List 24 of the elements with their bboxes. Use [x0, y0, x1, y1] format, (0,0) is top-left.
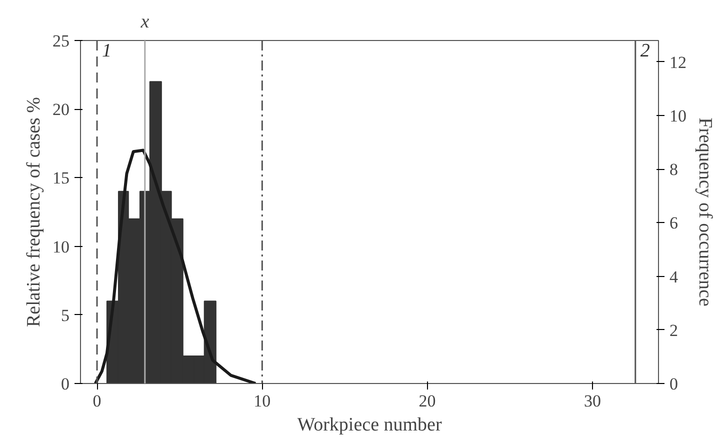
y2-tick-label: 8	[670, 160, 678, 180]
y2-tick-label: 10	[670, 106, 686, 126]
y2-tick-label: 12	[670, 52, 686, 72]
y-tick-label: 0	[61, 374, 70, 394]
y2-tick-label: 0	[670, 374, 678, 394]
y-tick-label: 20	[52, 100, 70, 120]
x-tick-label: 10	[254, 392, 271, 410]
x-tick-label: 0	[92, 392, 102, 410]
y-tick-label: 10	[52, 237, 70, 256]
y2-tick-label: 2	[670, 320, 678, 340]
x-tick-label: 20	[418, 392, 436, 410]
x-tick-label: 30	[584, 392, 601, 410]
ref-line-label: x	[140, 12, 150, 32]
y-axis-title: Relative frequency of cases %	[24, 96, 44, 327]
x-axis-title: Workpiece number	[297, 414, 442, 436]
y2-tick-label: 6	[670, 214, 678, 233]
y-tick-label: 5	[61, 306, 70, 325]
y2-tick-label: 4	[670, 267, 678, 286]
y-tick-label: 25	[52, 32, 70, 50]
annotation: 1	[102, 40, 112, 62]
y-tick-label: 15	[52, 168, 70, 188]
y2-axis-title: Frequency of occurrence	[694, 118, 716, 306]
line-series	[94, 148, 258, 384]
annotation: 2	[640, 40, 650, 62]
